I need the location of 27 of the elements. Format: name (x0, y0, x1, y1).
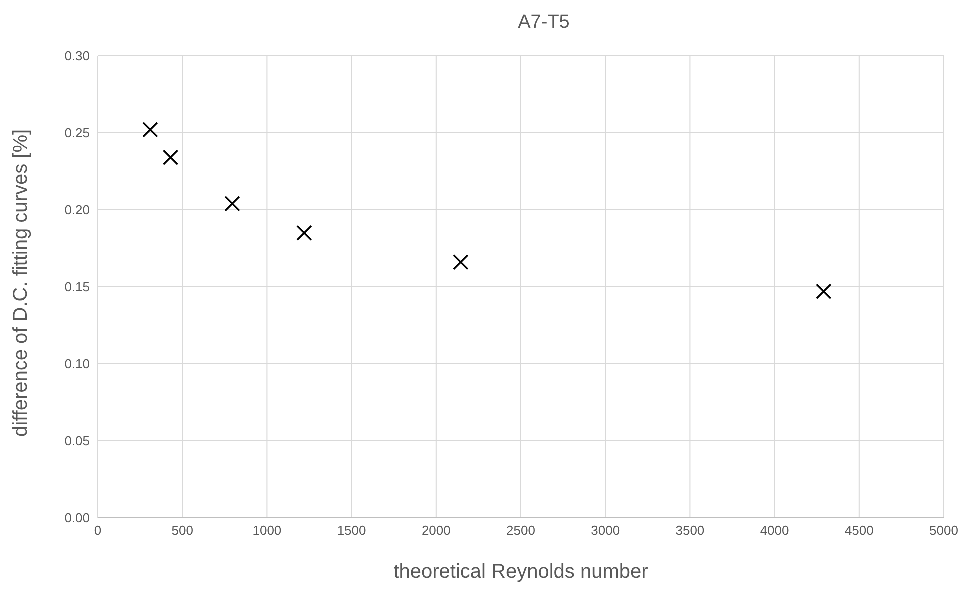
y-tick-label: 0.10 (64, 356, 90, 372)
x-tick-label: 0 (94, 523, 102, 538)
x-tick-label: 3500 (676, 523, 705, 538)
x-tick-label: 1000 (252, 523, 282, 538)
y-tick-label: 0.30 (64, 48, 90, 64)
x-tick-label: 500 (172, 523, 194, 538)
x-tick-label: 2500 (506, 523, 536, 538)
point (162, 150, 179, 166)
x-tick-label: 2000 (422, 523, 451, 538)
x-tick-label: 4500 (844, 523, 874, 538)
y-tick-label: 0.00 (64, 510, 90, 526)
point (816, 284, 832, 300)
y-axis-title: difference of D.C. fitting curves [%] (10, 129, 32, 437)
point (142, 122, 158, 138)
x-tick-label: 5000 (930, 523, 958, 538)
point (224, 196, 240, 212)
x-tick-label: 3000 (591, 523, 620, 538)
y-tick-label: 0.25 (64, 126, 90, 141)
point (453, 254, 469, 270)
x-axis-title: theoretical Reynolds number (394, 561, 649, 583)
x-tick-label: 4000 (760, 523, 790, 538)
y-tick-label: 0.20 (64, 202, 90, 218)
y-tick-label: 0.05 (64, 434, 90, 449)
point (296, 225, 312, 241)
y-tick-label: 0.15 (64, 280, 90, 295)
x-tick-label: 1500 (337, 523, 366, 538)
chart-title: A7-T5 (517, 12, 571, 34)
